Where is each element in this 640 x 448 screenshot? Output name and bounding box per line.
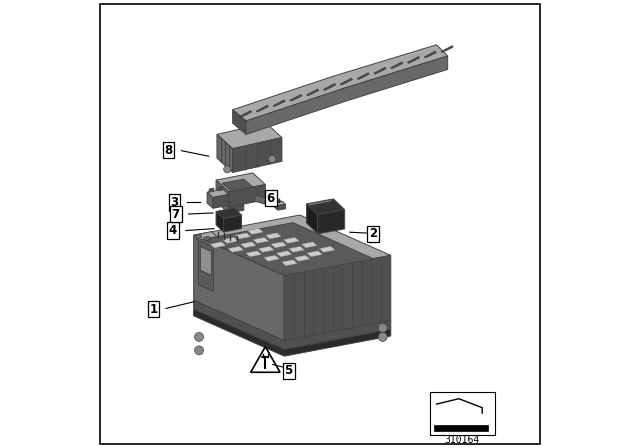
Polygon shape [289, 246, 304, 252]
Polygon shape [218, 187, 223, 191]
Polygon shape [210, 242, 225, 248]
Polygon shape [284, 237, 299, 243]
Polygon shape [232, 45, 448, 121]
Text: 2: 2 [369, 227, 377, 241]
Polygon shape [273, 100, 285, 107]
Polygon shape [317, 210, 344, 234]
Polygon shape [194, 232, 217, 240]
Polygon shape [259, 246, 274, 252]
Polygon shape [223, 215, 241, 232]
Circle shape [269, 155, 276, 163]
Text: 4: 4 [169, 224, 177, 237]
Polygon shape [307, 199, 344, 215]
Polygon shape [374, 67, 386, 74]
Polygon shape [294, 255, 310, 261]
Polygon shape [241, 242, 256, 248]
Polygon shape [194, 235, 284, 340]
Polygon shape [200, 246, 212, 276]
Polygon shape [204, 223, 374, 276]
Polygon shape [307, 204, 317, 234]
Polygon shape [217, 134, 232, 172]
Polygon shape [216, 180, 228, 207]
Polygon shape [216, 195, 228, 213]
Text: 6: 6 [267, 191, 275, 205]
Polygon shape [275, 201, 285, 206]
Polygon shape [307, 89, 319, 96]
Polygon shape [357, 73, 369, 80]
Polygon shape [228, 246, 243, 252]
Polygon shape [236, 233, 250, 239]
Polygon shape [301, 242, 317, 248]
Polygon shape [441, 46, 453, 52]
Polygon shape [275, 202, 278, 210]
Text: 5: 5 [285, 364, 292, 378]
Polygon shape [207, 192, 213, 208]
Polygon shape [284, 255, 391, 340]
Polygon shape [390, 62, 403, 69]
Polygon shape [266, 233, 281, 239]
Polygon shape [251, 347, 280, 372]
Polygon shape [232, 138, 282, 172]
Polygon shape [255, 195, 266, 204]
Polygon shape [323, 83, 335, 90]
Polygon shape [222, 179, 253, 191]
Text: 1: 1 [149, 302, 157, 316]
Circle shape [195, 332, 204, 341]
Text: 8: 8 [164, 143, 173, 157]
Polygon shape [248, 228, 263, 234]
Polygon shape [232, 110, 246, 134]
Polygon shape [264, 255, 279, 261]
Polygon shape [204, 236, 210, 241]
Polygon shape [198, 240, 213, 291]
Polygon shape [194, 300, 391, 349]
Polygon shape [217, 123, 282, 149]
Polygon shape [194, 215, 391, 276]
Text: 3: 3 [170, 196, 179, 209]
Polygon shape [239, 111, 252, 117]
Polygon shape [319, 246, 335, 252]
Polygon shape [194, 309, 391, 356]
Polygon shape [424, 51, 436, 58]
Polygon shape [246, 251, 261, 257]
Polygon shape [216, 211, 223, 232]
Polygon shape [408, 56, 420, 63]
Polygon shape [271, 242, 287, 248]
Polygon shape [253, 237, 269, 243]
Text: 310164: 310164 [445, 435, 480, 445]
Polygon shape [276, 251, 292, 257]
Polygon shape [290, 95, 302, 101]
Polygon shape [195, 234, 202, 239]
Polygon shape [207, 189, 228, 198]
Polygon shape [256, 105, 269, 112]
Circle shape [378, 332, 387, 341]
Circle shape [378, 323, 387, 332]
Polygon shape [228, 204, 244, 213]
Circle shape [223, 166, 231, 173]
Polygon shape [228, 185, 266, 207]
Polygon shape [213, 194, 228, 208]
Polygon shape [216, 208, 241, 219]
Polygon shape [278, 204, 285, 210]
Polygon shape [246, 56, 448, 134]
Polygon shape [209, 188, 214, 192]
Polygon shape [282, 260, 297, 266]
Polygon shape [216, 173, 266, 192]
Polygon shape [435, 425, 488, 431]
Text: 7: 7 [172, 207, 180, 221]
Circle shape [195, 346, 204, 355]
Polygon shape [223, 237, 238, 243]
Bar [430, 392, 495, 435]
Polygon shape [307, 251, 323, 257]
Polygon shape [276, 199, 280, 202]
Polygon shape [340, 78, 353, 85]
